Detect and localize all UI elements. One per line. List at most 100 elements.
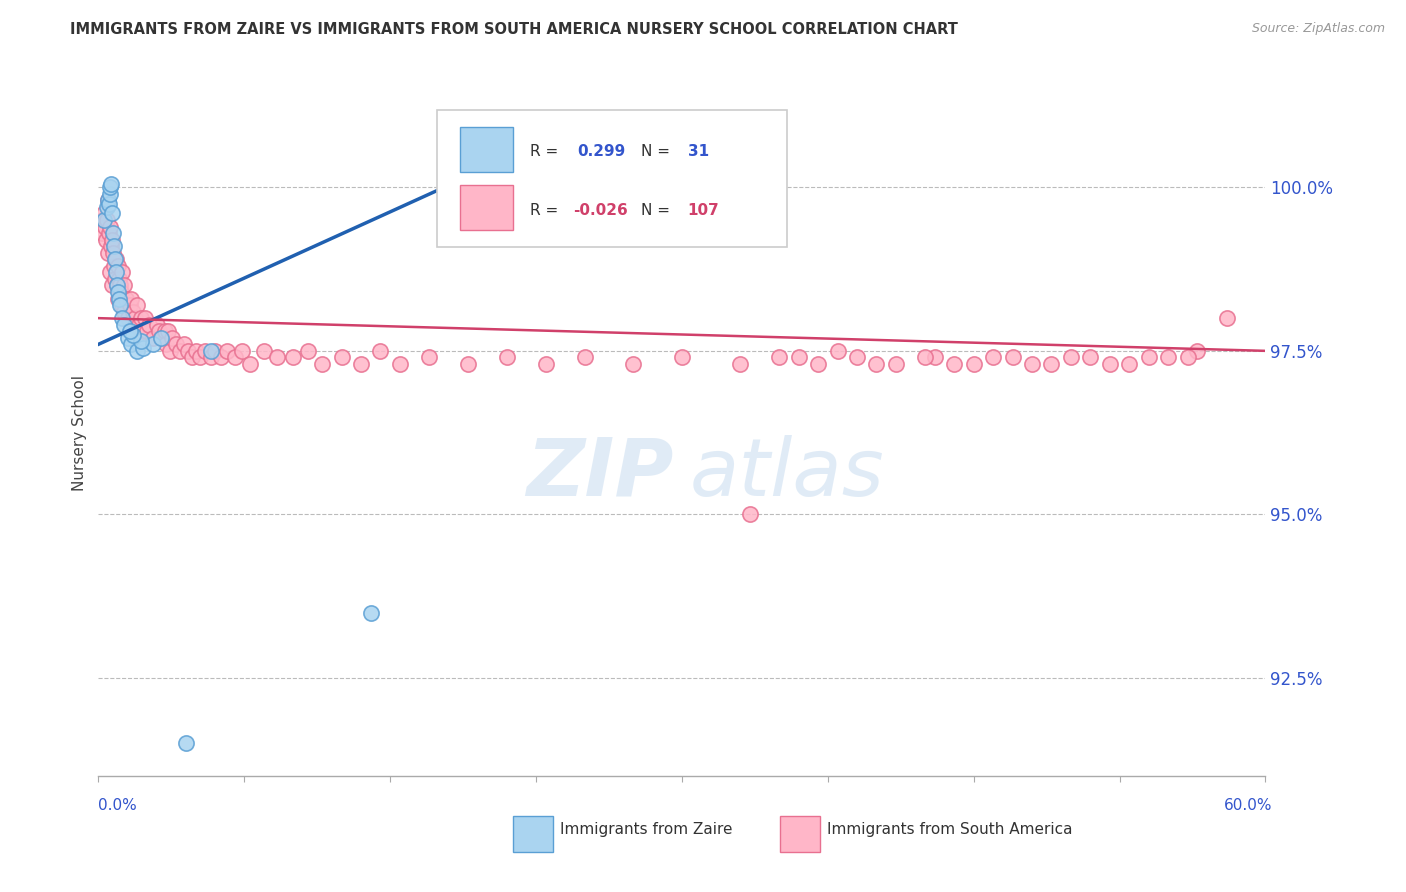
Text: 107: 107 <box>688 202 720 218</box>
Point <box>165 337 187 351</box>
Point <box>209 351 232 365</box>
Point <box>418 351 440 365</box>
Point <box>122 327 145 342</box>
Text: Source: ZipAtlas.com: Source: ZipAtlas.com <box>1251 22 1385 36</box>
Point <box>159 343 181 358</box>
Point <box>162 331 184 345</box>
Point <box>728 357 751 371</box>
Point <box>1098 357 1121 371</box>
Point <box>118 298 141 312</box>
Point <box>1187 343 1209 358</box>
Point <box>738 508 761 522</box>
Point <box>787 351 810 365</box>
Point <box>112 278 135 293</box>
Point <box>121 292 143 306</box>
Text: Immigrants from Zaire: Immigrants from Zaire <box>560 822 733 837</box>
Point <box>173 337 195 351</box>
Point <box>174 736 197 750</box>
Point <box>117 311 139 326</box>
Point <box>146 318 169 332</box>
Point <box>96 213 118 227</box>
Point <box>1060 351 1083 365</box>
Point <box>108 292 131 306</box>
Point <box>91 226 114 240</box>
Point <box>108 298 131 312</box>
Point <box>215 343 238 358</box>
Point <box>1021 357 1043 371</box>
Point <box>105 278 128 293</box>
FancyBboxPatch shape <box>460 127 513 171</box>
Point <box>1137 351 1160 365</box>
Point <box>104 252 127 267</box>
Point <box>370 343 392 358</box>
Point <box>807 357 830 371</box>
Point <box>360 606 382 620</box>
Point <box>100 239 122 253</box>
Point <box>827 343 849 358</box>
Point <box>138 318 160 332</box>
Point <box>200 351 222 365</box>
Text: N =: N = <box>641 145 675 159</box>
Point <box>108 272 131 286</box>
Point <box>184 343 207 358</box>
Point <box>534 357 557 371</box>
Point <box>111 298 134 312</box>
Point <box>148 324 170 338</box>
Point <box>129 334 152 348</box>
Point <box>96 233 118 247</box>
Point <box>104 252 127 267</box>
Point <box>127 343 149 358</box>
Point <box>110 285 132 299</box>
Point <box>330 351 353 365</box>
Text: atlas: atlas <box>690 434 884 513</box>
Point <box>1080 351 1102 365</box>
Point <box>204 343 226 358</box>
Point <box>142 331 165 345</box>
Point <box>132 341 155 355</box>
Point <box>266 351 288 365</box>
Point <box>155 337 177 351</box>
Point <box>96 200 118 214</box>
Point <box>104 265 127 279</box>
Point <box>1177 351 1199 365</box>
Point <box>129 311 152 326</box>
Text: IMMIGRANTS FROM ZAIRE VS IMMIGRANTS FROM SOUTH AMERICA NURSERY SCHOOL CORRELATIO: IMMIGRANTS FROM ZAIRE VS IMMIGRANTS FROM… <box>70 22 957 37</box>
Point <box>101 206 124 220</box>
Point <box>104 272 127 286</box>
FancyBboxPatch shape <box>460 186 513 230</box>
Point <box>1215 311 1237 326</box>
Point <box>188 351 211 365</box>
Point <box>142 337 165 351</box>
Point <box>486 226 509 240</box>
Point <box>97 245 120 260</box>
Point <box>239 357 262 371</box>
Point <box>98 265 121 279</box>
Text: 0.299: 0.299 <box>576 145 626 159</box>
FancyBboxPatch shape <box>780 816 820 852</box>
Point <box>224 351 246 365</box>
Point <box>124 311 146 326</box>
Point <box>101 278 124 293</box>
Point <box>114 292 136 306</box>
Point <box>943 357 966 371</box>
Point <box>98 226 121 240</box>
Text: ZIP: ZIP <box>526 434 673 513</box>
Point <box>865 357 887 371</box>
Point <box>149 331 172 345</box>
Text: -0.026: -0.026 <box>574 202 628 218</box>
Point <box>621 357 644 371</box>
Text: 0.0%: 0.0% <box>98 798 138 814</box>
Point <box>103 239 125 253</box>
Point <box>101 233 124 247</box>
Point <box>574 351 596 365</box>
Point <box>101 226 124 240</box>
Point <box>97 194 120 208</box>
Point <box>118 324 141 338</box>
Point <box>180 351 202 365</box>
Point <box>845 351 868 365</box>
Point <box>281 351 304 365</box>
Point <box>136 324 159 338</box>
Point <box>97 194 120 208</box>
FancyBboxPatch shape <box>513 816 553 852</box>
Point <box>98 196 121 211</box>
